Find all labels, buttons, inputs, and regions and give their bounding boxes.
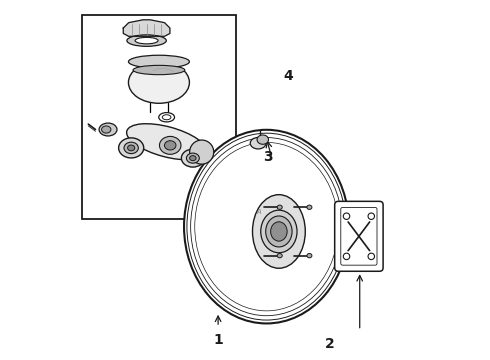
Text: 1: 1 xyxy=(213,333,223,347)
Ellipse shape xyxy=(159,136,181,154)
Text: 2: 2 xyxy=(324,337,334,351)
Ellipse shape xyxy=(266,216,292,247)
Ellipse shape xyxy=(307,205,312,210)
Ellipse shape xyxy=(252,195,305,268)
Text: A: A xyxy=(256,209,261,215)
Ellipse shape xyxy=(270,222,287,241)
Ellipse shape xyxy=(128,62,190,103)
Ellipse shape xyxy=(99,123,117,136)
Text: 4: 4 xyxy=(283,69,293,83)
Ellipse shape xyxy=(368,253,374,260)
Ellipse shape xyxy=(133,66,185,75)
Ellipse shape xyxy=(127,35,166,46)
Ellipse shape xyxy=(368,213,374,220)
Bar xyxy=(82,15,236,220)
Ellipse shape xyxy=(277,253,282,258)
Ellipse shape xyxy=(119,138,144,158)
Ellipse shape xyxy=(261,210,297,253)
Ellipse shape xyxy=(307,253,312,258)
Ellipse shape xyxy=(126,124,207,160)
Ellipse shape xyxy=(190,156,196,161)
FancyBboxPatch shape xyxy=(335,201,383,271)
Ellipse shape xyxy=(343,213,350,220)
Ellipse shape xyxy=(101,126,111,133)
Ellipse shape xyxy=(343,253,350,260)
Text: 3: 3 xyxy=(264,150,273,164)
Ellipse shape xyxy=(186,153,199,163)
Ellipse shape xyxy=(135,37,158,44)
Ellipse shape xyxy=(190,140,214,164)
Polygon shape xyxy=(123,20,170,36)
Ellipse shape xyxy=(184,130,349,323)
Ellipse shape xyxy=(124,142,138,154)
Ellipse shape xyxy=(277,205,282,210)
Ellipse shape xyxy=(181,149,204,167)
Ellipse shape xyxy=(128,55,190,68)
Ellipse shape xyxy=(250,138,266,149)
Ellipse shape xyxy=(127,145,135,151)
Ellipse shape xyxy=(165,141,176,150)
Ellipse shape xyxy=(257,135,269,144)
